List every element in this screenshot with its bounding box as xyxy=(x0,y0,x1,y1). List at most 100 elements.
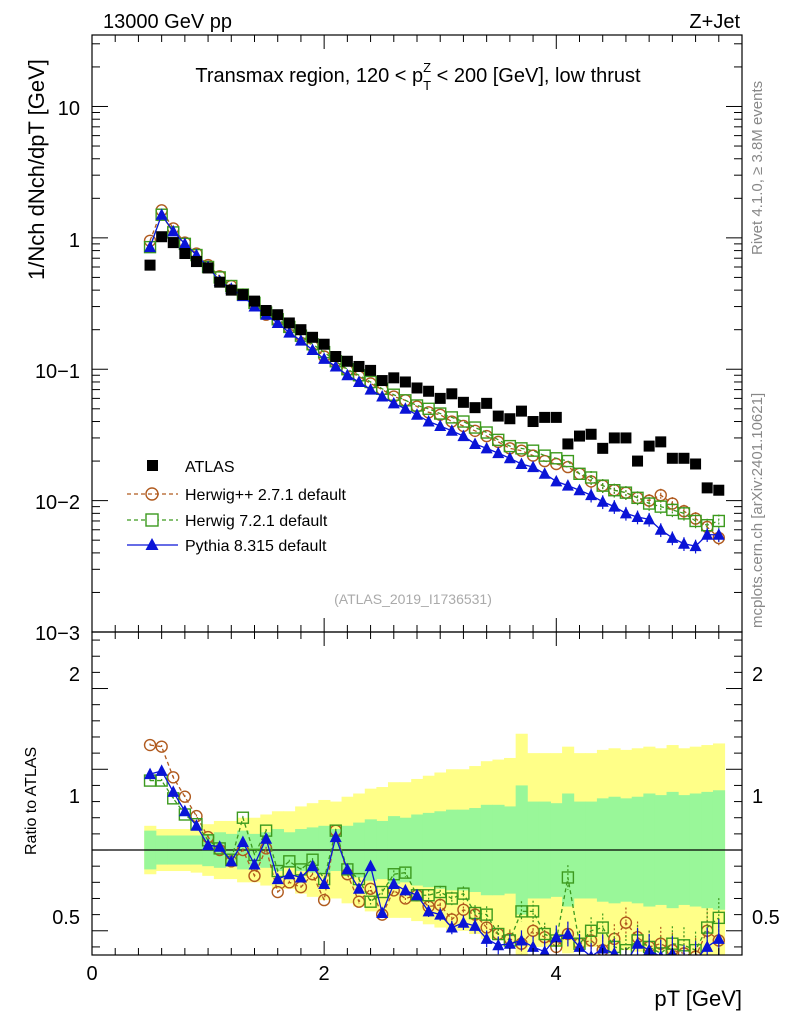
ratio-point-herwig-7-2-1-default xyxy=(457,887,470,900)
main-point-pythia-8-315-default xyxy=(550,474,563,487)
ratio-point-pythia-8-315-default xyxy=(294,870,307,883)
main-point-pythia-8-315-default xyxy=(457,429,470,442)
main-point-atlas xyxy=(318,338,330,350)
main-point-pythia-8-315-default xyxy=(585,488,598,501)
ratio-y-tick-right-2: 2 xyxy=(752,664,763,686)
y-tick-label-1e-2: 10−2 xyxy=(35,492,80,514)
x-tick-label-4: 4 xyxy=(550,963,561,985)
main-point-pythia-8-315-default xyxy=(480,441,493,454)
ratio-point-pythia-8-315-default xyxy=(658,950,664,955)
main-y-axis-label: 1/Nch dNch/dpT [GeV] xyxy=(24,59,49,280)
main-point-atlas xyxy=(539,411,551,423)
main-point-atlas xyxy=(399,376,411,388)
main-point-herwig-7-2-1-default xyxy=(712,514,725,528)
main-point-herwig-7-2-1-default xyxy=(561,454,575,468)
ratio-point-pythia-8-315-default xyxy=(178,804,191,817)
main-point-pythia-8-315-default xyxy=(643,512,656,525)
ratio-point-pythia-8-315-default xyxy=(352,882,365,894)
main-point-atlas xyxy=(341,355,353,367)
main-point-atlas xyxy=(608,432,620,444)
main-point-pythia-8-315-default xyxy=(573,483,586,496)
main-point-pythia-8-315-default xyxy=(422,415,435,427)
ratio-y-axis-label: Ratio to ATLAS xyxy=(23,747,40,855)
ratio-point-pythia-8-315-default xyxy=(588,950,594,955)
ratio-point-herwig-2-7-1-default xyxy=(271,885,284,899)
main-point-atlas xyxy=(585,428,597,440)
main-point-pythia-8-315-default xyxy=(364,383,377,395)
main-point-atlas xyxy=(156,231,168,243)
main-point-atlas xyxy=(666,452,678,464)
title-part-post: < 200 [GeV], low thrust xyxy=(431,65,641,87)
main-point-atlas xyxy=(295,324,307,336)
x-tick-label-2: 2 xyxy=(318,963,329,985)
main-point-herwig-7-2-1-default xyxy=(480,426,493,439)
main-point-atlas xyxy=(388,372,400,384)
main-point-pythia-8-315-default xyxy=(666,531,679,543)
main-point-atlas xyxy=(167,237,179,249)
legend-label-pythia: Pythia 8.315 default xyxy=(185,538,327,555)
energy-label: 13000 GeV pp xyxy=(103,11,232,33)
ratio-point-pythia-8-315-default xyxy=(712,932,725,944)
main-point-pythia-8-315-default xyxy=(352,375,365,387)
legend-label-herwig7: Herwig 7.2.1 default xyxy=(185,513,328,530)
main-point-atlas xyxy=(457,396,469,408)
main-point-pythia-8-315-default xyxy=(538,467,551,479)
ratio-series-pythia-8-315-default xyxy=(144,764,725,969)
main-point-pythia-8-315-default xyxy=(619,506,632,519)
ratio-point-pythia-8-315-default xyxy=(318,877,331,889)
ratio-y-tick-left-2: 2 xyxy=(69,664,80,686)
main-point-atlas xyxy=(249,295,260,307)
main-point-pythia-8-315-default xyxy=(608,500,621,512)
ratio-point-pythia-8-315-default xyxy=(620,957,632,969)
main-point-pythia-8-315-default xyxy=(677,537,690,549)
main-point-atlas xyxy=(713,484,725,496)
main-point-herwig-7-2-1-default xyxy=(492,433,505,447)
ratio-point-pythia-8-315-default xyxy=(573,940,586,952)
ratio-point-herwig-7-2-1-default xyxy=(596,921,609,934)
axis-ticks xyxy=(91,35,743,955)
main-point-pythia-8-315-default xyxy=(283,326,296,338)
ratio-point-herwig-2-7-1-default xyxy=(619,916,633,929)
y-tick-label-1: 1 xyxy=(69,230,80,252)
ratio-point-pythia-8-315-default xyxy=(411,888,423,901)
main-line-herwig-7-2-1-default xyxy=(149,213,720,526)
ratio-point-pythia-8-315-default xyxy=(527,940,540,952)
ratio-point-pythia-8-315-default xyxy=(341,862,354,875)
main-point-pythia-8-315-default xyxy=(631,510,644,523)
ratio-point-herwig-7-2-1-default xyxy=(561,871,575,884)
main-point-pythia-8-315-default xyxy=(411,408,423,420)
main-series-atlas xyxy=(144,231,725,496)
legend-entry-atlas: ATLAS xyxy=(147,459,235,476)
main-point-pythia-8-315-default xyxy=(527,460,540,473)
legend-marker-herwig7 xyxy=(145,513,159,527)
main-point-atlas xyxy=(574,430,585,442)
ratio-point-pythia-8-315-default xyxy=(457,916,470,928)
main-point-pythia-8-315-default xyxy=(515,457,528,469)
main-point-pythia-8-315-default xyxy=(387,396,400,409)
ratio-point-pythia-8-315-default xyxy=(364,859,377,872)
main-point-pythia-8-315-default xyxy=(376,390,389,402)
ratio-point-pythia-8-315-default xyxy=(610,946,619,955)
y-tick-label-1e-3: 10−3 xyxy=(35,623,80,645)
ratio-point-pythia-8-315-default xyxy=(561,927,574,940)
main-point-atlas xyxy=(225,284,237,296)
ratio-line-herwig-2-7-1-default xyxy=(149,744,720,955)
legend: ATLAS Herwig++ 2.7.1 default Herwig 7.2.… xyxy=(127,459,347,555)
ratio-panel-data xyxy=(143,738,725,969)
main-point-atlas xyxy=(678,452,690,464)
legend-marker-atlas xyxy=(147,460,158,471)
main-point-atlas xyxy=(690,458,702,470)
ratio-point-herwig-7-2-1-default xyxy=(619,943,633,955)
legend-entry-pythia: Pythia 8.315 default xyxy=(127,538,327,555)
ratio-point-pythia-8-315-default xyxy=(596,942,609,954)
ratio-y-tick-left-1: 1 xyxy=(69,786,80,808)
ratio-point-pythia-8-315-default xyxy=(515,933,528,946)
main-point-atlas xyxy=(643,440,655,452)
ratio-point-pythia-8-315-default xyxy=(283,867,296,880)
ratio-point-herwig-7-2-1-default xyxy=(538,927,551,941)
main-point-pythia-8-315-default xyxy=(155,208,168,220)
x-axis-label: pT [GeV] xyxy=(654,986,742,1011)
legend-entry-herwig7: Herwig 7.2.1 default xyxy=(127,513,328,530)
main-point-pythia-8-315-default xyxy=(689,539,702,552)
